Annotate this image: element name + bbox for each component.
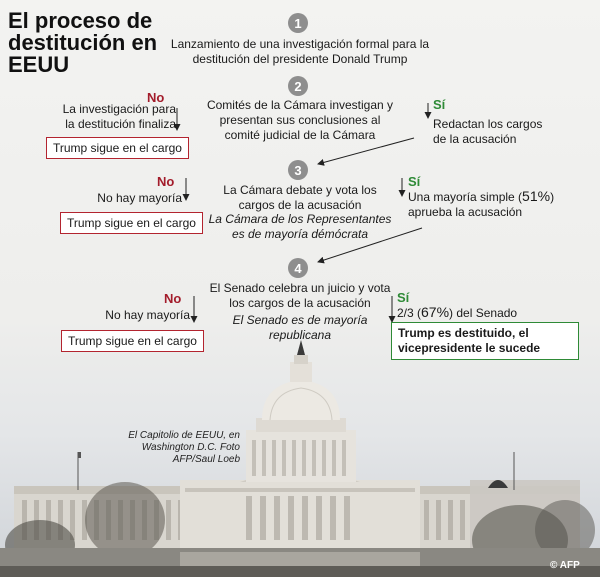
step-1-text: Lanzamiento de una investigación formal …	[170, 37, 430, 66]
step-3-outcome-box: Trump sigue en el cargo	[60, 212, 203, 234]
afp-credit: © AFP	[550, 560, 580, 571]
step-2-number: 2	[288, 76, 308, 96]
step-4-outcome-box: Trump sigue en el cargo	[61, 330, 204, 352]
step-2-si-label: Sí	[433, 97, 446, 112]
step-3-number: 3	[288, 160, 308, 180]
step-2-no-label: No	[147, 90, 165, 105]
step-3-no-label: No	[157, 174, 175, 189]
step-4-si-label: Sí	[397, 290, 410, 305]
step-4-removed-box: Trump es destituido, el vicepresidente l…	[391, 322, 579, 360]
step-3-note: La Cámara de los Representantes es de ma…	[208, 212, 392, 241]
step-1-number: 1	[288, 13, 308, 33]
page-title: El proceso de destitución en EEUU	[8, 8, 158, 77]
step-2-si-text: Redactan los cargos de la acusación	[433, 117, 543, 146]
step-3-text: La Cámara debate y vota los cargos de la…	[223, 183, 377, 212]
step-4-no-text: No hay mayoría	[105, 308, 190, 322]
step-2-no-text: La investigación para la destitución fin…	[62, 102, 176, 131]
step-3-si-label: Sí	[408, 174, 421, 189]
step-2-outcome-box: Trump sigue en el cargo	[46, 137, 189, 159]
photo-caption: El Capitolio de EEUU, en Washington D.C.…	[128, 430, 240, 465]
step-3-si-text: Una mayoría simple (51%) aprueba la acus…	[408, 188, 555, 220]
step-4-note: El Senado es de mayoría republicana	[232, 313, 368, 342]
step-4-number: 4	[288, 258, 308, 278]
step-3-no-text: No hay mayoría	[97, 191, 182, 205]
step-4-si-text: 2/3 (67%) del Senado	[397, 304, 518, 321]
step-4-text: El Senado celebra un juicio y vota los c…	[209, 281, 391, 310]
step-4-no-label: No	[164, 291, 182, 306]
step-2-text: Comités de la Cámara investigan y presen…	[206, 98, 394, 142]
